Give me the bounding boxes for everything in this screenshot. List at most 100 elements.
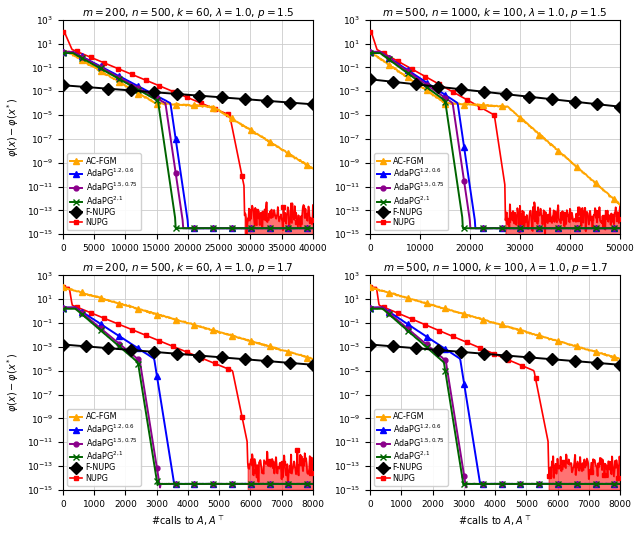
AdaPG$^{2, 1}$ <box>525 481 532 487</box>
AdaPG$^{1.2, 0.6}$ <box>241 481 249 487</box>
F-NUPG <box>150 349 157 355</box>
Line: AdaPG$^{2, 1}$: AdaPG$^{2, 1}$ <box>60 50 316 232</box>
F-NUPG <box>127 87 135 93</box>
X-axis label: #calls to $A, A^\top$: #calls to $A, A^\top$ <box>458 514 532 529</box>
AdaPG$^{1.2, 0.6}$ <box>548 225 556 231</box>
F-NUPG <box>502 91 510 97</box>
Line: AdaPG$^{1.5, 0.75}$: AdaPG$^{1.5, 0.75}$ <box>368 49 623 231</box>
Line: AdaPG$^{1.5, 0.75}$: AdaPG$^{1.5, 0.75}$ <box>61 305 316 490</box>
F-NUPG <box>366 76 374 82</box>
F-NUPG <box>286 360 294 366</box>
AC-FGM <box>448 307 456 313</box>
AdaPG$^{1.5, 0.75}$ <box>156 484 164 491</box>
Line: NUPG: NUPG <box>368 285 622 481</box>
AdaPG$^{2, 1}$ <box>241 225 249 232</box>
AdaPG$^{2, 1}$ <box>366 305 374 312</box>
NUPG <box>548 213 556 219</box>
AdaPG$^{1.2, 0.6}$ <box>397 317 404 323</box>
AC-FGM <box>547 142 554 148</box>
Line: AdaPG$^{1.5, 0.75}$: AdaPG$^{1.5, 0.75}$ <box>61 49 316 231</box>
F-NUPG <box>480 350 488 357</box>
AdaPG$^{1.2, 0.6}$ <box>309 481 317 487</box>
AdaPG$^{2, 1}$ <box>159 481 167 487</box>
F-NUPG <box>593 360 601 366</box>
F-NUPG <box>571 98 579 105</box>
F-NUPG <box>412 345 419 351</box>
NUPG <box>309 462 317 468</box>
AC-FGM <box>616 356 623 362</box>
AdaPG$^{1.2, 0.6}$ <box>294 481 301 488</box>
F-NUPG <box>548 96 556 103</box>
AdaPG$^{1.2, 0.6}$ <box>141 87 149 93</box>
AC-FGM <box>309 165 317 171</box>
AdaPG$^{2, 1}$ <box>366 50 374 56</box>
AdaPG$^{1.2, 0.6}$ <box>523 481 531 487</box>
F-NUPG <box>593 101 601 107</box>
Line: AdaPG$^{2, 1}$: AdaPG$^{2, 1}$ <box>367 50 623 232</box>
F-NUPG <box>82 343 90 350</box>
AdaPG$^{1.5, 0.75}$ <box>59 304 67 311</box>
AdaPG$^{1.2, 0.6}$ <box>240 481 248 487</box>
AC-FGM <box>141 95 149 101</box>
F-NUPG <box>104 345 112 351</box>
AdaPG$^{2, 1}$ <box>568 225 576 232</box>
AC-FGM <box>465 312 473 319</box>
AdaPG$^{2, 1}$ <box>370 50 378 56</box>
AC-FGM <box>396 70 404 76</box>
NUPG <box>585 476 593 482</box>
NUPG <box>239 179 247 186</box>
AdaPG$^{1.2, 0.6}$ <box>616 225 624 231</box>
F-NUPG <box>173 91 180 97</box>
AdaPG$^{1.2, 0.6}$ <box>370 304 378 311</box>
AC-FGM <box>159 100 166 107</box>
AdaPG$^{1.5, 0.75}$ <box>366 49 374 55</box>
AdaPG$^{1.2, 0.6}$ <box>59 304 67 311</box>
AdaPG$^{1.5, 0.75}$ <box>397 320 404 326</box>
AC-FGM <box>89 293 97 299</box>
F-NUPG <box>525 354 533 360</box>
F-NUPG <box>218 94 226 100</box>
Line: F-NUPG: F-NUPG <box>366 340 624 369</box>
F-NUPG <box>435 347 442 353</box>
NUPG <box>141 76 148 83</box>
AdaPG$^{1.2, 0.6}$ <box>466 416 474 422</box>
Line: NUPG: NUPG <box>61 285 315 488</box>
AdaPG$^{1.2, 0.6}$ <box>159 96 166 102</box>
AdaPG$^{2, 1}$ <box>616 481 624 487</box>
AdaPG$^{2, 1}$ <box>548 481 556 487</box>
F-NUPG <box>366 341 374 348</box>
AdaPG$^{1.5, 0.75}$ <box>309 225 317 231</box>
Title: $m = 200$, $n = 500$, $k = 60$, $\lambda = 1.0$, $p = 1.5$: $m = 200$, $n = 500$, $k = 60$, $\lambda… <box>82 5 294 20</box>
Line: AC-FGM: AC-FGM <box>367 49 623 208</box>
Title: $m = 200$, $n = 500$, $k = 60$, $\lambda = 1.0$, $p = 1.7$: $m = 200$, $n = 500$, $k = 60$, $\lambda… <box>82 261 294 275</box>
AdaPG$^{1.2, 0.6}$ <box>366 49 374 55</box>
AC-FGM <box>240 123 248 129</box>
AdaPG$^{1.5, 0.75}$ <box>462 484 470 491</box>
F-NUPG <box>616 104 624 110</box>
AdaPG$^{2, 1}$ <box>240 225 248 231</box>
NUPG <box>547 218 555 224</box>
AdaPG$^{2, 1}$ <box>548 225 556 231</box>
AdaPG$^{1.5, 0.75}$ <box>59 49 67 55</box>
Line: AC-FGM: AC-FGM <box>367 285 623 362</box>
AdaPG$^{1.2, 0.6}$ <box>141 350 149 356</box>
F-NUPG <box>104 85 112 92</box>
AC-FGM <box>616 202 624 208</box>
AdaPG$^{1.2, 0.6}$ <box>548 481 556 487</box>
AdaPG$^{1.2, 0.6}$ <box>466 183 474 189</box>
AC-FGM <box>61 48 69 54</box>
F-NUPG <box>548 356 556 363</box>
NUPG <box>524 223 531 230</box>
AdaPG$^{1.2, 0.6}$ <box>59 49 67 55</box>
AC-FGM <box>547 335 554 342</box>
AC-FGM <box>217 108 225 115</box>
AdaPG$^{1.5, 0.75}$ <box>240 225 248 231</box>
AC-FGM <box>239 335 247 342</box>
AC-FGM <box>524 120 531 127</box>
AdaPG$^{1.5, 0.75}$ <box>141 89 149 95</box>
AdaPG$^{1.5, 0.75}$ <box>449 398 456 404</box>
NUPG <box>396 311 404 317</box>
AdaPG$^{2, 1}$ <box>141 404 149 410</box>
AdaPG$^{2, 1}$ <box>90 61 97 68</box>
NUPG <box>89 310 97 317</box>
